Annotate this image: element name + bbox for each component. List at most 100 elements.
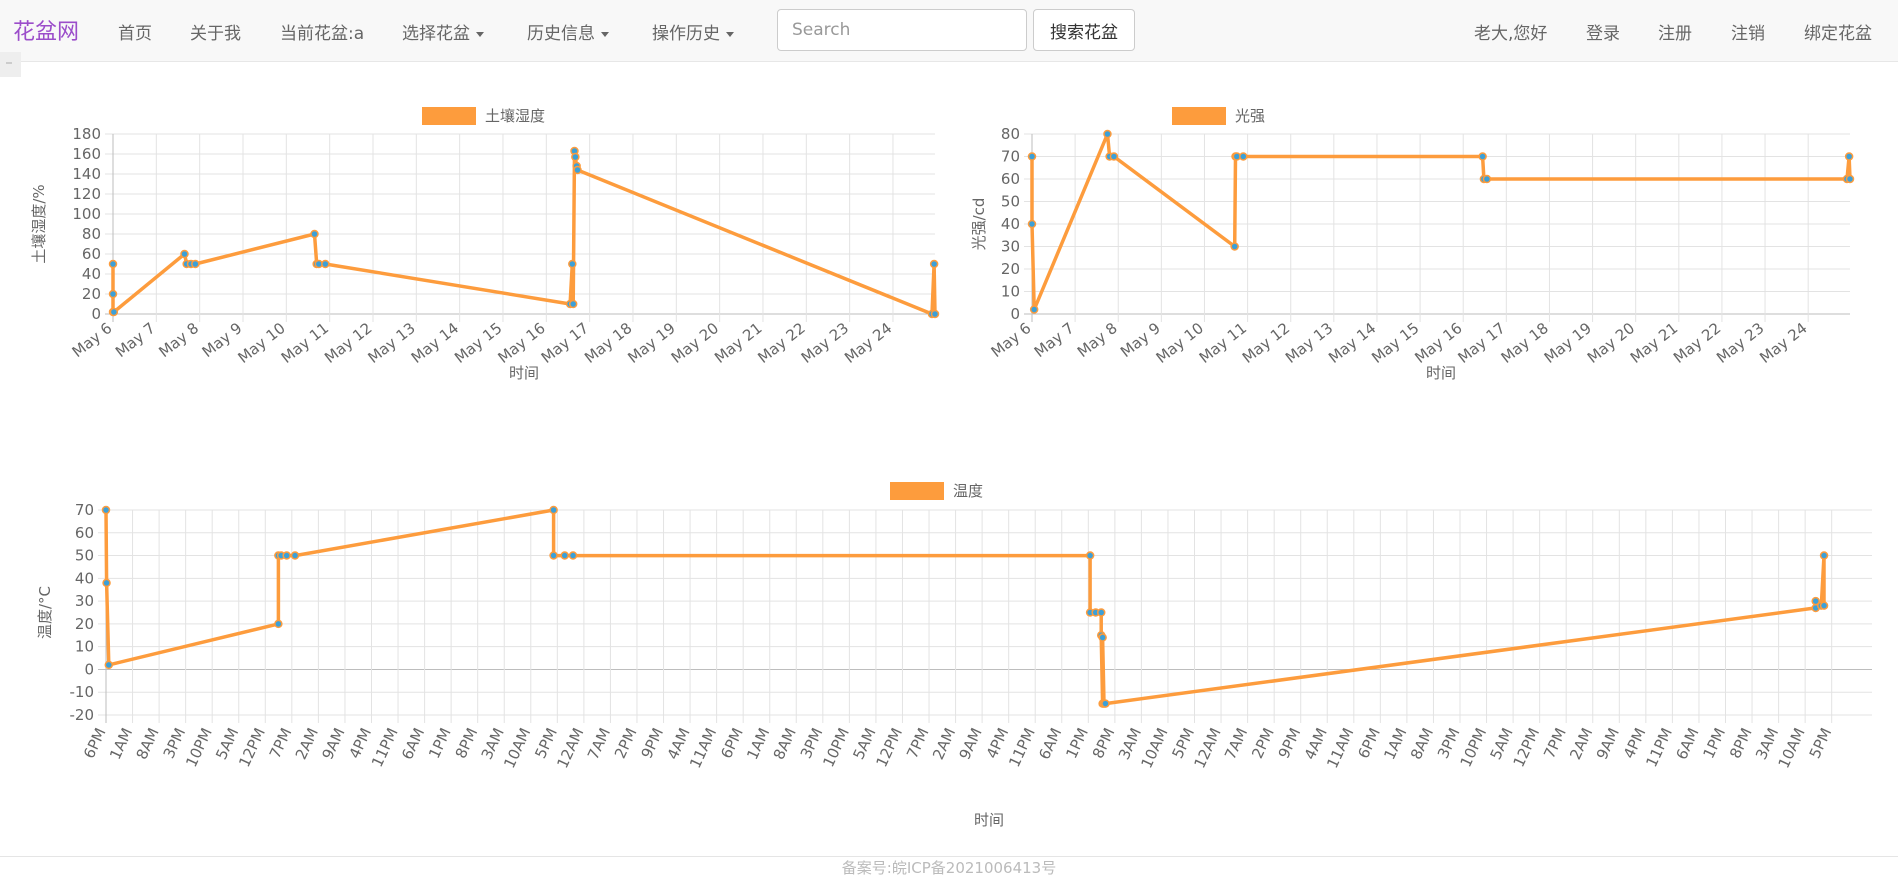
x-tick-label: May 22 [1670,319,1724,367]
nav-item-label: 选择花盆 [402,24,470,44]
x-tick-label: 6AM [1035,725,1065,762]
x-tick-label: 8PM [1726,725,1756,761]
legend-label: 光强 [1235,107,1265,125]
x-tick-label: 6PM [717,725,747,761]
nav-item-current-pot[interactable]: 当前花盆:a [280,24,365,44]
x-tick-label: May 7 [112,319,159,361]
data-point [108,259,118,269]
legend-swatch [422,107,476,125]
data-point [1845,174,1855,184]
data-point [549,551,558,560]
y-tick-label: 20 [75,615,94,633]
y-tick-label: 0 [1010,305,1020,323]
data-point [1482,174,1492,184]
y-tick-label: 20 [82,285,101,303]
x-tick-label: 2AM [292,725,322,762]
x-tick-label: May 14 [408,319,462,367]
data-point [929,259,939,269]
nav-item-register[interactable]: 注册 [1658,24,1692,44]
legend-label: 土壤湿度 [485,107,545,125]
x-tick-label: 9AM [956,725,986,762]
search-pot-button[interactable]: 搜索花盆 [1033,9,1135,51]
x-tick-label: 9PM [1275,725,1305,761]
y-tick-label: 80 [1001,125,1020,143]
x-tick-label: May 18 [581,319,635,367]
data-point [102,578,111,588]
series-line [111,149,937,316]
y-tick-label: 60 [82,245,101,263]
nav-item-logout[interactable]: 注销 [1731,24,1765,44]
x-tick-label: 2AM [929,725,959,762]
x-tick-label: May 13 [1282,319,1336,367]
nav-item-label: 历史信息 [527,24,595,44]
nav-item-login[interactable]: 登录 [1586,24,1620,44]
caret-down-icon [726,31,734,37]
data-point [549,505,558,515]
x-tick-label: May 20 [668,319,722,367]
x-tick-label: May 20 [1584,319,1638,367]
side-tab[interactable] [0,52,21,77]
nav-item-greeting[interactable]: 老大,您好 [1474,24,1548,44]
x-axis-title: 时间 [974,811,1004,829]
x-tick-label: May 17 [1454,319,1508,367]
data-point [101,505,111,515]
data-point [1098,633,1107,642]
x-tick-label: 1PM [1699,725,1729,761]
nav-item-select-pot[interactable]: 选择花盆 [402,19,484,44]
y-tick-label: 160 [72,145,101,163]
y-tick-label: 0 [84,660,94,678]
y-tick-label: 50 [1001,193,1020,211]
data-point [1096,608,1106,617]
y-axis-title: 光强/cd [970,198,988,251]
x-tick-label: 6PM [1354,725,1384,761]
y-axis-title: 土壤湿度/% [30,184,48,263]
data-point [1027,219,1037,229]
data-point [571,152,580,162]
x-tick-label: May 24 [841,319,895,367]
nav-item-history-info[interactable]: 历史信息 [527,19,609,44]
legend-label: 温度 [953,482,983,500]
y-tick-label: 140 [72,165,101,183]
x-tick-label: 6AM [1672,725,1702,762]
x-tick-label: 7AM [1221,725,1251,762]
data-point [568,259,577,269]
nav-item-home[interactable]: 首页 [118,24,152,44]
x-tick-label: May 8 [1074,319,1121,361]
x-tick-label: May 22 [754,319,808,367]
nav-item-label: 操作历史 [652,24,720,44]
data-point [274,619,283,629]
x-tick-label: May 16 [1411,319,1465,367]
x-tick-label: 9PM [638,725,668,761]
x-tick-label: 9AM [318,725,348,762]
nav-item-operation-history[interactable]: 操作历史 [652,19,734,44]
x-tick-label: 2AM [1566,725,1596,762]
footer-divider [0,856,1898,857]
navbar: 花盆网 首页 关于我 当前花盆:a 选择花盆 历史信息 操作历史 搜索花盆 老大… [0,0,1898,62]
x-tick-label: May 8 [155,319,202,361]
data-point [573,165,582,175]
y-tick-label: 100 [72,205,101,223]
brand-logo[interactable]: 花盆网 [13,20,80,45]
y-tick-label: 0 [91,305,101,323]
x-tick-label: May 6 [69,319,116,361]
y-tick-label: 70 [1001,148,1020,166]
x-tick-label: May 13 [364,319,418,367]
x-tick-label: May 12 [321,319,375,367]
data-point [1103,129,1112,139]
nav-item-about[interactable]: 关于我 [190,24,241,44]
x-tick-label: May 15 [451,319,505,367]
search-input[interactable] [777,9,1027,51]
legend-swatch [1172,107,1226,125]
x-tick-label: May 19 [624,319,678,367]
data-point [568,551,578,560]
data-point [180,249,189,259]
handle-icon [6,62,12,64]
nav-item-bind-pot[interactable]: 绑定花盆 [1804,24,1872,44]
x-tick-label: May 11 [1196,319,1250,367]
x-tick-label: 8AM [133,725,163,762]
y-tick-label: 60 [1001,170,1020,188]
x-axis-title: 时间 [509,364,539,382]
x-tick-label: May 12 [1239,319,1293,367]
x-tick-label: May 11 [278,319,332,367]
y-tick-label: 180 [72,125,101,143]
